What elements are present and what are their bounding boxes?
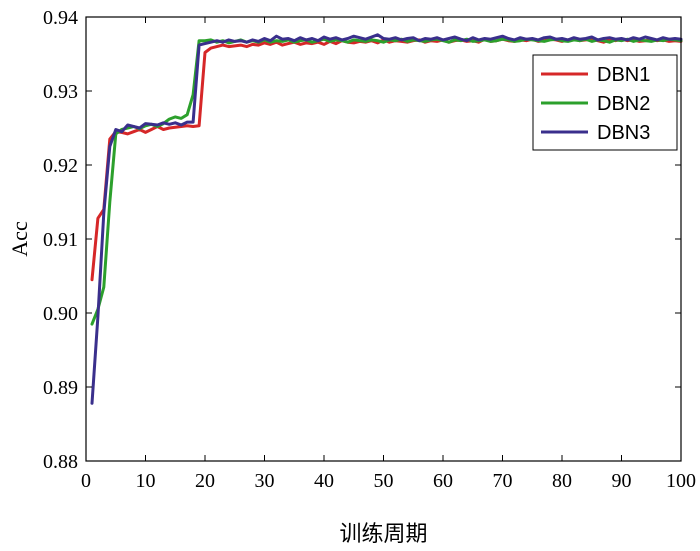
y-tick-label: 0.91 [43,229,78,251]
x-tick-label: 60 [433,470,453,492]
x-tick-label: 50 [374,470,394,492]
x-tick-label: 80 [552,470,572,492]
x-tick-label: 90 [612,470,632,492]
x-tick-label: 100 [666,470,696,492]
x-axis-title: 训练周期 [339,521,427,546]
x-tick-label: 10 [136,470,156,492]
x-tick-label: 30 [255,470,275,492]
y-tick-label: 0.93 [43,81,78,103]
y-tick-label: 0.89 [43,377,78,399]
x-tick-label: 0 [81,470,91,492]
y-tick-label: 0.92 [43,155,78,177]
x-tick-label: 20 [195,470,215,492]
legend-label-dbn2: DBN2 [597,93,650,115]
legend: DBN1 DBN2 DBN3 [532,54,678,151]
y-tick-label: 0.90 [43,303,78,325]
legend-label-dbn1: DBN1 [597,64,650,86]
x-tick-label: 70 [493,470,513,492]
series-group [90,33,683,405]
y-axis-title: Acc [7,221,32,257]
y-tick-label: 0.88 [43,451,78,473]
series-line-dbn3 [90,33,683,405]
y-tick-label: 0.94 [43,7,78,29]
x-tick-label: 40 [314,470,334,492]
ticks-group: 0 10 20 30 40 50 60 70 80 90 100 0.88 0.89 0.90 0.91 0.… [43,7,696,492]
legend-label-dbn3: DBN3 [597,122,650,144]
